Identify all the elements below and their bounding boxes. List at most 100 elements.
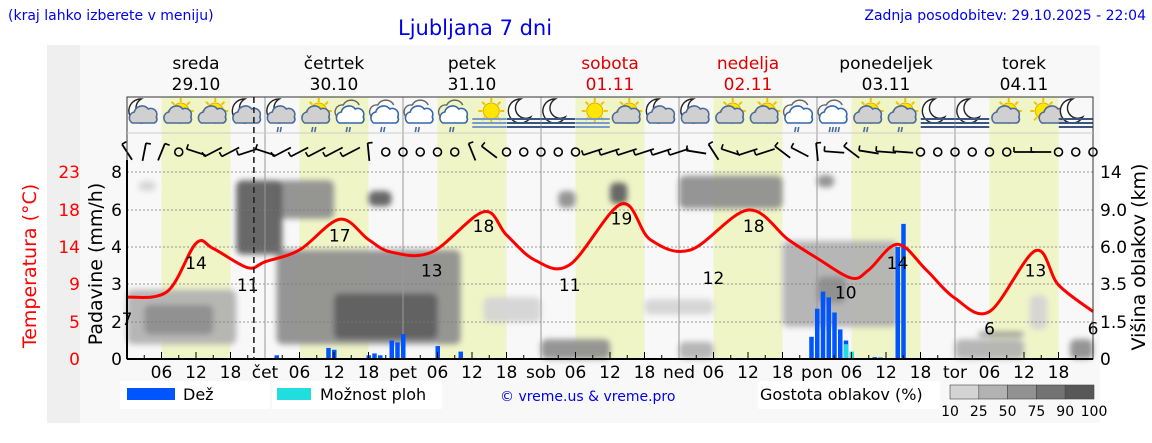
temperature-label: 14	[185, 254, 207, 274]
sun-ray	[324, 101, 329, 106]
sun-cloud-rain-icon	[887, 98, 919, 133]
sun-ray	[738, 101, 743, 106]
sun-cloud-rain-icon	[853, 98, 884, 133]
sun-ray	[481, 101, 486, 106]
sun-ray	[860, 101, 866, 106]
sun-cloud-icon	[197, 98, 229, 124]
wind-feather	[720, 143, 724, 150]
rain-bar	[820, 291, 826, 359]
calm-wind-icon	[173, 147, 184, 157]
cloud	[715, 105, 745, 124]
precipitation-tick: 8	[111, 163, 122, 183]
calm-wind-icon	[1053, 147, 1064, 157]
rain-drop	[345, 126, 349, 133]
cloud	[335, 105, 365, 124]
calm-wind-icon	[398, 147, 408, 157]
rain-legend-label: Dež	[183, 385, 214, 404]
moon-fog-icon	[1058, 98, 1093, 128]
cloud	[749, 105, 779, 124]
rain-bar	[389, 340, 394, 359]
rain-bar	[815, 308, 820, 359]
x-tick-hour: 06	[151, 363, 173, 383]
rain-drop	[897, 126, 901, 133]
sun-ray	[910, 101, 916, 106]
sun-ray	[496, 101, 502, 106]
cloud	[646, 105, 676, 124]
cloud-area	[679, 341, 714, 359]
sun	[482, 102, 500, 120]
calm-wind-icon	[553, 147, 564, 157]
precipitation-axis-title: Padavine (mm/h)	[85, 183, 107, 346]
temperature-label: 18	[743, 217, 765, 237]
rain-drop	[451, 126, 455, 133]
cloud-height-tick: 6.0	[1100, 238, 1127, 258]
temperature-label: 11	[237, 276, 259, 296]
rain-drop	[382, 126, 386, 133]
x-tick-hour: 18	[496, 363, 518, 383]
sun-ray	[998, 101, 1004, 106]
wind-barb-icon	[707, 141, 720, 161]
wind-shaft	[342, 146, 361, 158]
cloud	[784, 105, 814, 124]
density-label: 25	[970, 404, 988, 420]
showers-bar	[843, 344, 849, 359]
wind-barb-icon	[875, 146, 897, 154]
cloud-area	[334, 293, 438, 340]
rain-drop	[313, 126, 317, 133]
daylight-band	[713, 97, 783, 359]
cloud-height-axis-title: Višina oblakov (km)	[1128, 164, 1150, 351]
wind-barb-icon	[287, 146, 309, 158]
cloud-height-tick: 3.5	[1100, 275, 1127, 295]
rain-drop	[837, 126, 841, 133]
temperature-line	[126, 202, 1094, 316]
moon	[542, 98, 568, 124]
x-tick-day: čet	[252, 363, 279, 383]
cloud-back	[334, 99, 360, 118]
cloud	[301, 105, 331, 124]
cloud-area	[236, 180, 283, 255]
moon-cloud-icon	[128, 98, 158, 124]
wind-feather	[580, 150, 585, 156]
wind-barb-icon	[366, 141, 373, 162]
calm-wind-icon	[501, 147, 512, 157]
sun-ray	[1033, 101, 1038, 106]
showers-legend-label: Možnost ploh	[320, 385, 426, 404]
temperature-label: 19	[611, 209, 633, 229]
sun-ray	[895, 101, 900, 106]
day-name: torek	[1002, 54, 1046, 74]
rain-drop	[448, 126, 452, 133]
wind-feather	[468, 141, 474, 145]
wind-barb-icon	[467, 141, 477, 161]
temperature-tick: 18	[58, 201, 80, 221]
x-tick-hour: 06	[565, 363, 587, 383]
day-date: 03.11	[862, 75, 911, 95]
rain-bar	[901, 223, 906, 359]
precipitation-tick: 0	[111, 350, 122, 370]
sun-fog-icon	[472, 98, 507, 128]
cloud-density-legend-title: Gostota oblakov (%)	[760, 385, 923, 404]
wind-barb-icon	[685, 145, 707, 155]
cloud-area	[144, 304, 214, 335]
rain-drop	[900, 126, 904, 133]
rain-drop	[379, 126, 383, 133]
wind-shaft	[738, 148, 758, 156]
rain-bar	[838, 329, 843, 359]
wind-barb-icon	[753, 148, 775, 156]
density-swatch	[1064, 384, 1095, 400]
temperature-label: 11	[559, 276, 581, 296]
cloud-height-tick: 9.0	[1100, 201, 1127, 221]
precipitation-tick: 4	[111, 238, 122, 258]
wind-barb-icon	[304, 146, 326, 158]
calm-wind-icon	[518, 147, 529, 157]
precipitation-tick: 2	[111, 313, 122, 333]
calm-wind-icon	[950, 147, 960, 157]
daylight-band	[575, 97, 645, 359]
rain-bar	[832, 312, 837, 359]
wind-barb-icon	[632, 148, 655, 156]
wind-shaft	[893, 150, 914, 154]
page-title: Ljubljana 7 dni	[398, 16, 553, 40]
rain-bar	[401, 334, 406, 359]
moon-fog-icon	[920, 98, 955, 128]
copyright-link[interactable]: © vreme.us & vreme.pro	[500, 389, 675, 405]
